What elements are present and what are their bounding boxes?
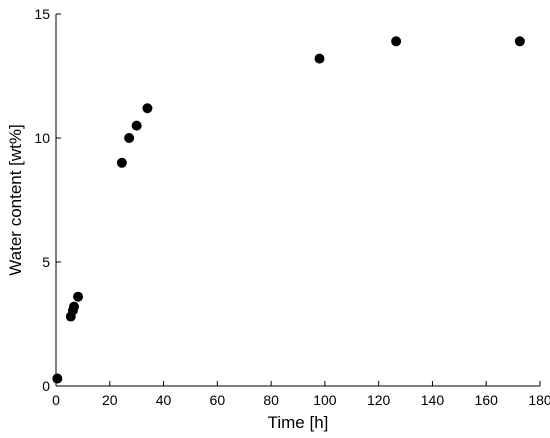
data-points [52,36,525,384]
y-tick-label: 15 [34,6,50,22]
data-point [69,301,80,312]
x-axis-label: Time [h] [268,413,329,432]
data-point [131,120,142,131]
x-tick-label: 0 [52,392,60,408]
x-ticks: 0 20 40 60 80 100 120 140 160 180 [52,381,550,408]
data-point [124,133,135,143]
y-ticks: 0 5 10 15 [34,6,61,394]
y-tick-label: 5 [42,254,50,270]
x-tick-label: 40 [156,392,172,408]
y-tick-label: 10 [34,130,50,146]
x-tick-label: 120 [367,392,391,408]
x-tick-label: 160 [475,392,499,408]
x-tick-label: 80 [263,392,279,408]
data-point [73,291,84,302]
x-tick-label: 60 [210,392,226,408]
data-point [116,157,127,168]
data-point [314,53,325,64]
data-point [514,36,525,47]
x-tick-label: 180 [528,392,550,408]
y-axis-label: Water content [wt%] [6,124,25,275]
axes [55,14,540,387]
data-point [142,103,153,114]
y-tick-label: 0 [42,378,50,394]
x-tick-label: 20 [102,392,118,408]
x-tick-label: 100 [313,392,337,408]
data-point [52,373,63,384]
data-point [391,36,402,47]
x-tick-label: 140 [421,392,445,408]
